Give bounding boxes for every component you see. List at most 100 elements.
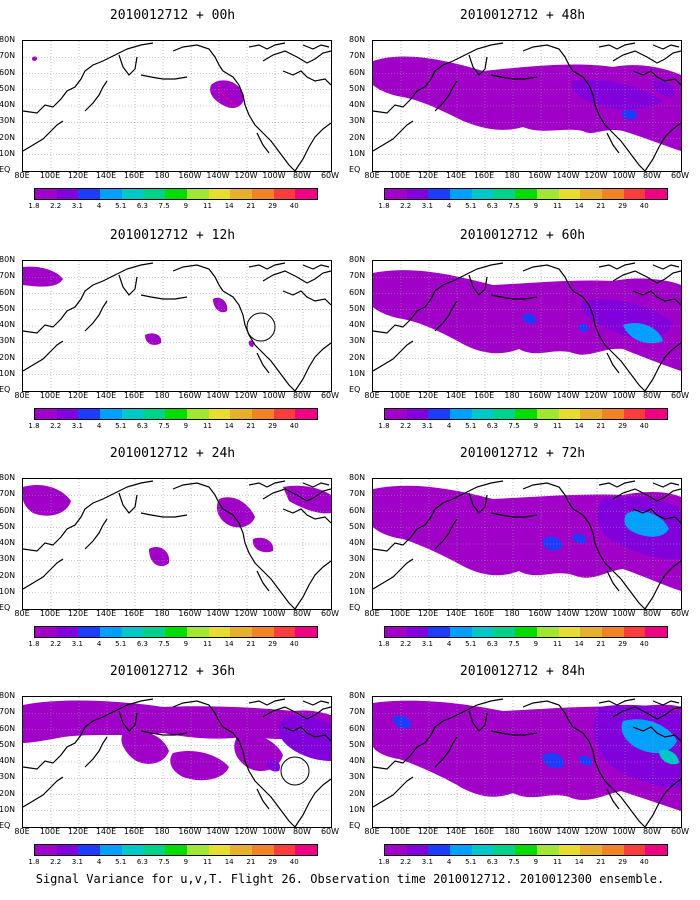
- colorbar-label: 21: [596, 422, 606, 430]
- coastline: [490, 730, 538, 736]
- colorbar-swatch: [536, 627, 559, 637]
- lon-tick-label: 180: [154, 827, 170, 836]
- lon-tick-label: 80W: [642, 171, 662, 180]
- colorbar-labels: 1.8 2.2 3.1 4 5.1 6.3 7.5 9 11 14 21 29 40: [378, 640, 666, 648]
- colorbar-label: 6.3: [486, 202, 498, 210]
- lat-tick-label: 40N: [0, 756, 16, 765]
- colorbar-label: 29: [268, 640, 278, 648]
- colorbar-labels: 1.8 2.2 3.1 4 5.1 6.3 7.5 9 11 14 21 29 40: [378, 202, 666, 210]
- colorbar-label: 9: [183, 202, 189, 210]
- lon-tick-label: 120E: [67, 827, 89, 836]
- coastline: [282, 70, 331, 86]
- variance-contour: [213, 297, 228, 313]
- colorbar-swatch: [78, 409, 101, 419]
- coastline: [644, 122, 681, 171]
- lon-tick-label: 120W: [234, 391, 258, 400]
- colorbar-swatch: [406, 845, 429, 855]
- colorbar: [34, 188, 318, 200]
- coastline: [373, 480, 504, 552]
- variance-contour: [393, 715, 412, 729]
- colorbar-swatch: [56, 189, 79, 199]
- colorbar-label: 1.8: [378, 202, 390, 210]
- lon-tick-label: 160W: [528, 827, 552, 836]
- lon-tick-label: 140E: [445, 609, 467, 618]
- colorbar-swatch: [406, 189, 429, 199]
- coastline: [302, 44, 330, 50]
- lon-tick-label: 180: [504, 609, 520, 618]
- lat-tick-label: 60N: [0, 723, 16, 733]
- colorbar-label: 5.1: [465, 202, 477, 210]
- lat-tick-label: 80N: [349, 473, 366, 482]
- colorbar-labels: 1.8 2.2 3.1 4 5.1 6.3 7.5 9 11 14 21 29 40: [28, 422, 316, 430]
- colorbar-swatch: [471, 845, 494, 855]
- colorbar-label: 11: [553, 202, 562, 210]
- colorbar-label: 3.1: [71, 202, 83, 210]
- colorbar-label: 3.1: [421, 640, 433, 648]
- colorbar-swatch: [558, 845, 581, 855]
- colorbar-label: 9: [183, 640, 189, 648]
- lat-tick-label: 80N: [349, 255, 366, 264]
- colorbar-label: 5.1: [115, 202, 127, 210]
- lat-tick-label: 50N: [349, 739, 366, 749]
- colorbar-swatch: [471, 409, 494, 419]
- coastline: [140, 512, 188, 518]
- colorbar-label: 5.1: [115, 640, 127, 648]
- colorbar-swatch: [78, 845, 101, 855]
- coastline: [373, 776, 414, 808]
- colorbar-swatch: [515, 627, 537, 637]
- colorbar-swatch: [143, 409, 166, 419]
- colorbar-swatch: [515, 845, 537, 855]
- lon-tick-label: 160E: [473, 171, 495, 180]
- observation-circle: [280, 756, 310, 786]
- colorbar-label: 2.2: [50, 422, 62, 430]
- coastline: [248, 42, 286, 50]
- colorbar: [384, 844, 668, 856]
- lon-tick-label: 80E: [14, 391, 30, 400]
- lon-tick-label: 120W: [234, 171, 258, 180]
- lon-tick-label: 60W: [670, 827, 690, 836]
- colorbar-swatch: [186, 845, 209, 855]
- coastline: [598, 262, 636, 270]
- variance-contour: [623, 322, 663, 344]
- variance-contour: [149, 546, 170, 567]
- colorbar-label: 21: [596, 858, 606, 866]
- coastline: [282, 290, 331, 306]
- colorbar-swatch: [230, 189, 252, 199]
- colorbar-swatch: [428, 627, 451, 637]
- colorbar-swatch: [273, 627, 296, 637]
- colorbar: [34, 626, 318, 638]
- lon-tick-label: 100W: [262, 171, 286, 180]
- lon-tick-label: 100E: [389, 609, 411, 618]
- lat-tick-label: 40N: [349, 100, 366, 109]
- coastline: [606, 132, 620, 154]
- lon-tick-label: 140W: [206, 391, 230, 400]
- lat-tick-label: 40N: [0, 320, 16, 329]
- coastline: [606, 570, 620, 592]
- lon-tick-label: 100W: [262, 391, 286, 400]
- lat-tick-label: 70N: [349, 707, 366, 717]
- coastline: [84, 300, 108, 332]
- variance-contour: [283, 485, 331, 514]
- colorbar-label: 40: [639, 858, 649, 866]
- lon-tick-label: 160W: [178, 827, 202, 836]
- colorbar-swatch: [208, 409, 231, 419]
- colorbar-label: 40: [639, 640, 649, 648]
- lat-tick-label: 20N: [349, 570, 366, 580]
- colorbar-swatch: [295, 189, 317, 199]
- coastline: [606, 788, 620, 810]
- map-svg: [373, 41, 681, 171]
- coastline: [572, 726, 646, 827]
- colorbar-label: 7.5: [158, 640, 170, 648]
- colorbar-swatch: [471, 189, 494, 199]
- coastline: [23, 42, 154, 114]
- colorbar-swatch: [385, 189, 407, 199]
- lat-tick-label: 10N: [0, 586, 16, 596]
- lon-tick-label: 80W: [642, 391, 662, 400]
- coastline: [373, 120, 414, 152]
- lat-tick-label: 40N: [0, 538, 16, 547]
- variance-contour: [659, 749, 679, 765]
- coastline: [434, 736, 458, 768]
- colorbar-label: 21: [246, 858, 256, 866]
- panel-title: 2010012712 + 84h: [459, 664, 586, 679]
- lat-tick-label: 50N: [349, 83, 366, 93]
